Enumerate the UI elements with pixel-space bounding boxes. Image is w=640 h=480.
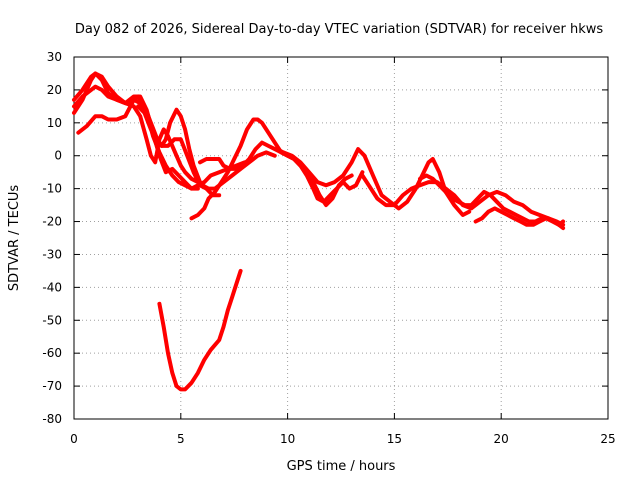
series-line-arc-11 [473, 206, 566, 227]
y-tick-label: -10 [42, 182, 62, 196]
y-axis-label: SDTVAR / TECUs [7, 185, 22, 292]
x-tick-label: 5 [177, 432, 185, 446]
y-tick-label: 30 [47, 50, 62, 64]
y-tick-label: -50 [42, 313, 62, 327]
y-tick-label: 0 [54, 149, 62, 163]
y-tick-label: -60 [42, 346, 62, 360]
series-line-arc-4 [76, 94, 209, 191]
y-tick-label: -20 [42, 215, 62, 229]
y-tick-labels: 30 20 10 0 -10 -20 -30 -40 -50 -60 -70 -80 [42, 50, 62, 426]
tick-marks [73, 56, 609, 420]
x-tick-labels: 0 5 10 15 20 25 [70, 432, 615, 446]
series-line-arc-7 [198, 140, 354, 208]
x-tick-label: 20 [494, 432, 509, 446]
chart-title: Day 082 of 2026, Sidereal Day-to-day VTE… [75, 22, 604, 37]
y-tick-label: 10 [47, 116, 62, 130]
y-tick-label: -30 [42, 247, 62, 261]
x-tick-label: 15 [387, 432, 402, 446]
plot-frame [73, 56, 609, 420]
x-tick-label: 10 [280, 432, 295, 446]
series-line-arc-6 [189, 117, 365, 221]
y-tick-label: -40 [42, 280, 62, 294]
series-line-arc-9 [360, 173, 566, 227]
x-axis-label: GPS time / hours [287, 459, 396, 474]
y-tick-label: -70 [42, 379, 62, 393]
series-line-arc-12 [157, 268, 243, 392]
x-tick-label: 25 [600, 432, 615, 446]
y-tick-label: 20 [47, 83, 62, 97]
series-line-arc-8 [274, 147, 472, 217]
y-tick-label: -80 [42, 412, 62, 426]
series-line-arc-5 [136, 104, 222, 198]
grid-lines [74, 57, 608, 419]
x-tick-label: 0 [70, 432, 78, 446]
series-layer [72, 71, 566, 392]
